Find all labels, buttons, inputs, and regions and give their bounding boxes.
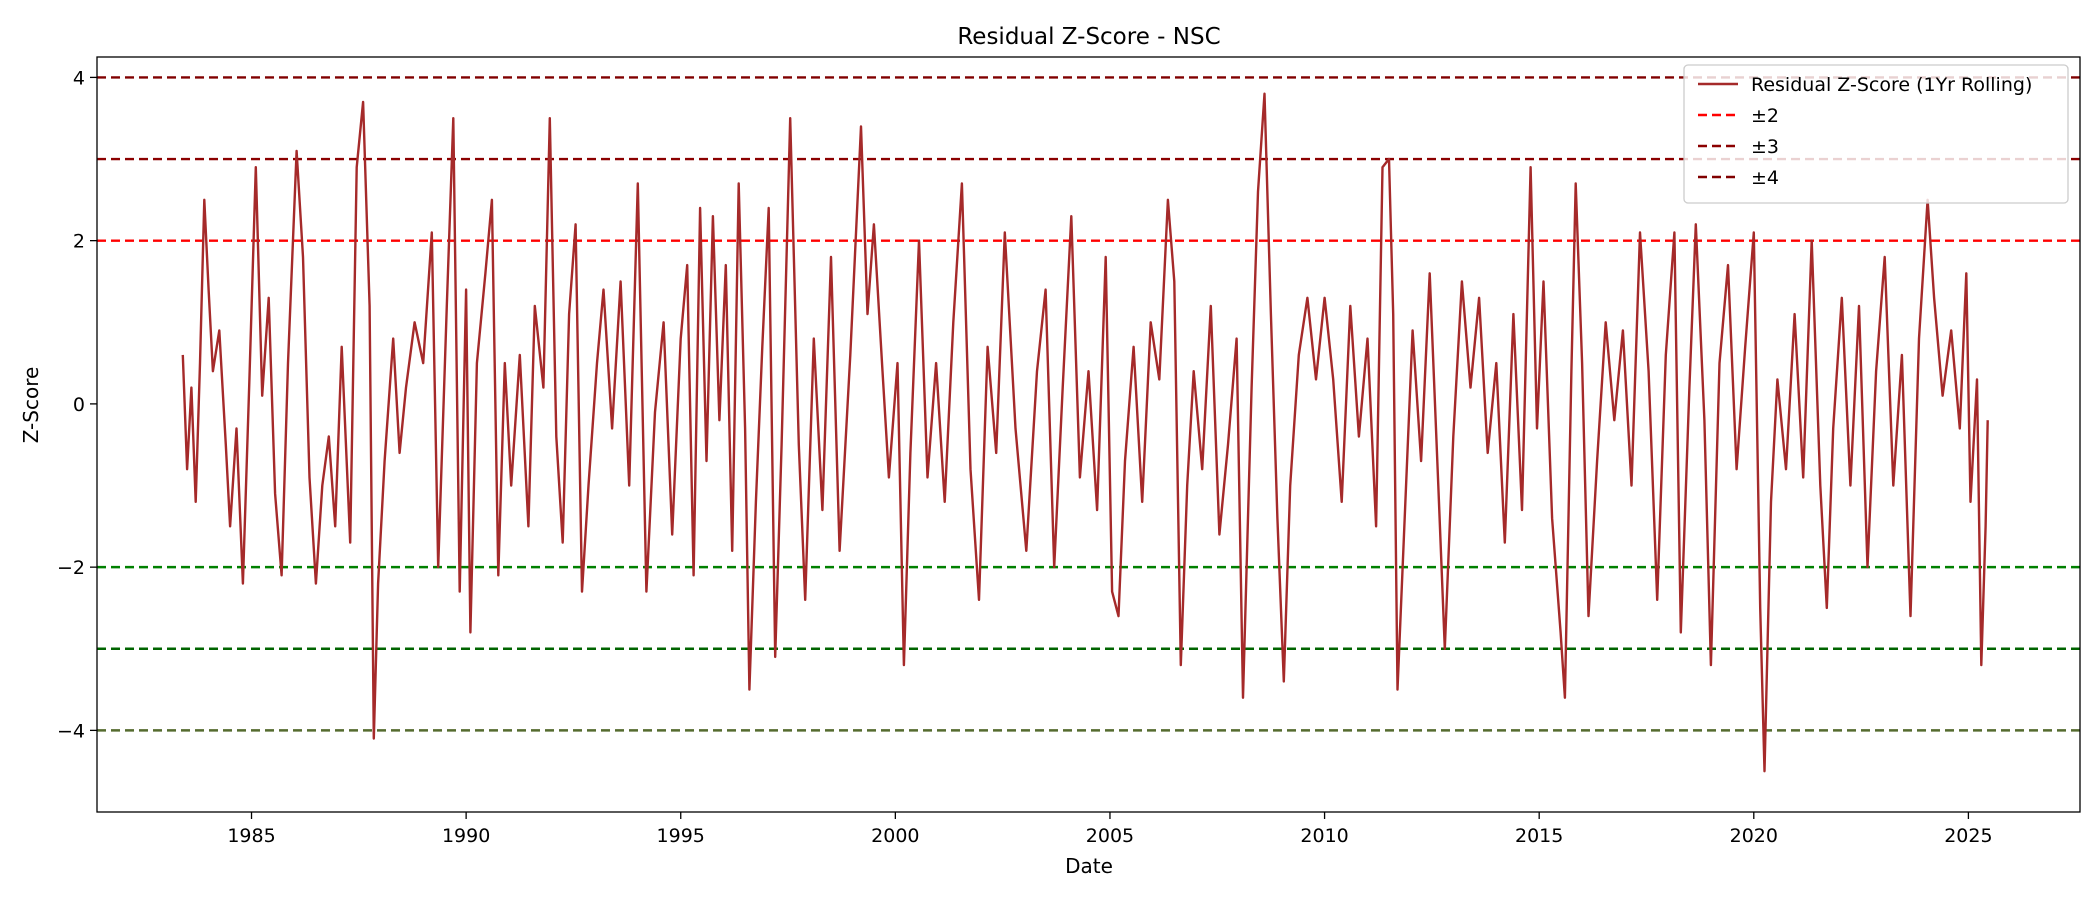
x-axis-label: Date [1065,854,1113,878]
x-tick-label: 2020 [1730,825,1778,847]
x-tick-label: 1995 [657,825,705,847]
legend-label-0: Residual Z-Score (1Yr Rolling) [1751,74,2032,96]
legend-label-3: ±4 [1751,167,1779,189]
y-tick-label: −2 [57,557,85,579]
y-tick-label: 2 [73,231,85,253]
series-line-0 [181,92,1989,773]
y-axis-label: Z-Score [19,367,43,444]
x-tick-label: 1985 [227,825,275,847]
x-tick-label: 2000 [871,825,919,847]
x-axis-ticks: 1985 1990 1995 2000 2005 2010 2015 2020 2025 [227,812,1993,847]
y-tick-label: 4 [73,67,85,89]
x-tick-label: 2005 [1086,825,1134,847]
legend-label-2: ±3 [1751,136,1779,158]
series-group [181,92,1989,773]
x-tick-label: 2015 [1515,825,1563,847]
x-tick-label: 1990 [442,825,490,847]
y-tick-label: 0 [73,394,85,416]
legend-label-1: ±2 [1751,105,1779,127]
plot-frame [96,56,2081,813]
x-tick-label: 2025 [1944,825,1992,847]
legend-box [1683,64,2069,204]
legend: Residual Z-Score (1Yr Rolling) ±2 ±3 ±4 [1683,64,2069,204]
y-axis-ticks: −4 −2 0 2 4 [57,67,97,742]
chart-title: Residual Z-Score - NSC [957,24,1220,50]
x-tick-label: 2010 [1300,825,1348,847]
y-tick-label: −4 [57,720,85,742]
